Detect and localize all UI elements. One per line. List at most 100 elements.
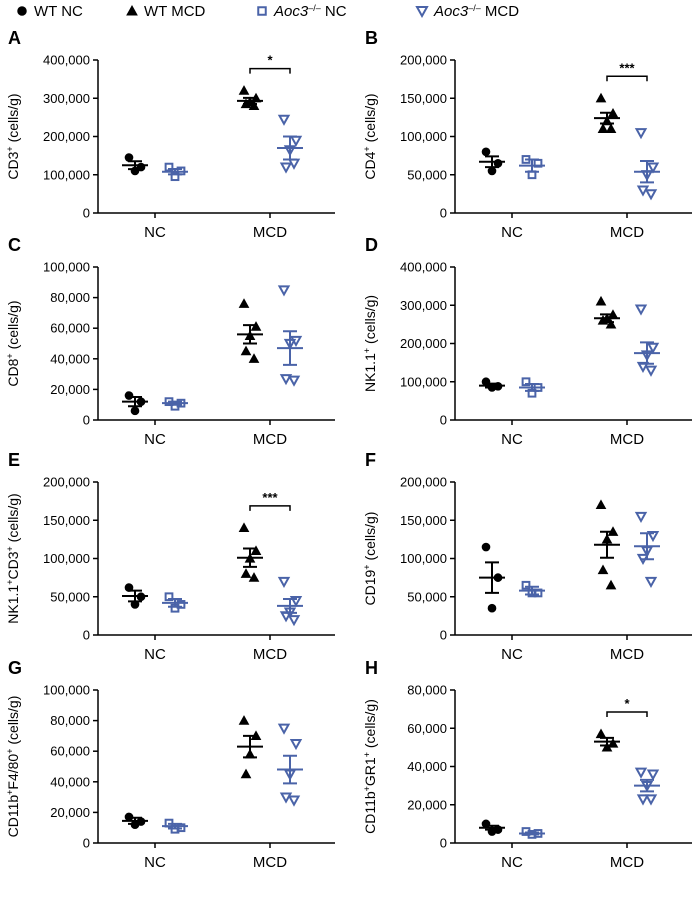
- y-tick-label: 0: [440, 413, 447, 428]
- y-axis-label: CD11b+F4/80+ (cells/g): [5, 696, 21, 838]
- text-segment: +: [362, 786, 372, 791]
- error-bar: [525, 585, 539, 596]
- x-tick-label: MCD: [253, 854, 287, 871]
- text-segment: CD11b: [5, 795, 21, 838]
- point: [126, 4, 138, 16]
- legend-label: WT NC: [34, 3, 83, 20]
- x-tick-label: MCD: [253, 431, 287, 448]
- point: [636, 794, 650, 806]
- text-segment: (cells/g): [5, 493, 21, 546]
- text-segment: (cells/g): [5, 300, 21, 353]
- significance-label: *: [267, 53, 273, 68]
- error-bar: [283, 754, 297, 785]
- text-segment: (cells/g): [362, 93, 378, 146]
- legend-entry: Aoc3–/– MCD: [415, 3, 519, 20]
- y-tick-label: 200,000: [43, 129, 90, 144]
- point: [521, 377, 531, 387]
- text-segment: (cells/g): [5, 696, 21, 749]
- y-tick-label: 60,000: [50, 321, 90, 336]
- y-tick-label: 100,000: [43, 683, 90, 698]
- text-segment: (cells/g): [5, 93, 21, 146]
- y-tick-label: 400,000: [400, 260, 447, 275]
- significance-bracket: [606, 75, 648, 82]
- text-segment: Aoc3: [433, 3, 469, 20]
- error-bar: [128, 589, 142, 603]
- point: [279, 162, 293, 174]
- legend-label: WT MCD: [144, 3, 206, 20]
- point: [277, 723, 291, 735]
- error-bar: [640, 341, 654, 365]
- text-segment: +: [5, 580, 15, 585]
- x-tick-label: NC: [144, 646, 166, 663]
- x-tick-label: MCD: [253, 646, 287, 663]
- x-tick-label: MCD: [253, 224, 287, 241]
- point: [646, 162, 660, 174]
- point: [595, 92, 607, 103]
- error-bar: [485, 824, 499, 831]
- y-tick-label: 100,000: [43, 260, 90, 275]
- legend-entry: WT MCD: [126, 3, 206, 20]
- point: [636, 185, 650, 197]
- point: [595, 728, 607, 739]
- error-bar: [243, 324, 257, 345]
- text-segment: (cells/g): [362, 699, 378, 752]
- panel-letter: B: [365, 28, 378, 48]
- point: [238, 715, 250, 725]
- text-segment: +: [362, 348, 372, 353]
- error-bar: [640, 159, 654, 184]
- point: [248, 100, 260, 110]
- text-segment: +: [5, 790, 15, 795]
- legend-entry: WT NC: [17, 3, 83, 20]
- point: [277, 285, 291, 297]
- text-segment: CD3: [5, 151, 21, 179]
- y-tick-label: 400,000: [43, 53, 90, 68]
- text-segment: F4/80: [5, 754, 21, 790]
- point: [289, 738, 303, 751]
- point: [287, 375, 301, 387]
- point: [124, 391, 134, 400]
- point: [289, 135, 303, 147]
- point: [415, 6, 429, 19]
- significance-label: ***: [619, 60, 635, 75]
- point: [240, 768, 252, 779]
- point: [164, 592, 174, 602]
- x-tick-label: NC: [501, 646, 523, 663]
- point: [646, 769, 660, 781]
- point: [238, 85, 250, 95]
- y-tick-label: 80,000: [50, 713, 90, 728]
- error-bar: [600, 313, 614, 324]
- y-tick-label: 40,000: [407, 759, 447, 774]
- point: [289, 595, 303, 608]
- point: [250, 321, 262, 331]
- point: [238, 298, 250, 308]
- error-bar: [168, 400, 182, 406]
- panel-letter: H: [365, 658, 378, 678]
- y-tick-label: 100,000: [400, 129, 447, 144]
- error-bar: [283, 135, 297, 161]
- point: [605, 579, 617, 590]
- point: [257, 6, 267, 16]
- error-bar: [243, 96, 257, 105]
- point: [595, 499, 607, 510]
- x-tick-label: NC: [144, 854, 166, 871]
- y-tick-label: 0: [440, 628, 447, 643]
- y-tick-label: 0: [440, 206, 447, 221]
- y-tick-label: 100,000: [400, 374, 447, 389]
- significance-bracket: [249, 67, 291, 74]
- x-tick-label: NC: [144, 431, 166, 448]
- x-tick-label: NC: [501, 431, 523, 448]
- point: [277, 576, 291, 589]
- error-bar: [485, 561, 499, 594]
- text-segment: NC: [321, 3, 347, 20]
- x-tick-label: MCD: [610, 224, 644, 241]
- panel: F CD19+ (cells/g) 0 50,000 100,000 150,000 200…: [362, 450, 692, 663]
- legend-label: Aoc3–/– MCD: [433, 3, 519, 20]
- error-bar: [525, 158, 539, 173]
- error-bar: [640, 532, 654, 561]
- y-tick-label: 200,000: [400, 53, 447, 68]
- point: [644, 576, 658, 589]
